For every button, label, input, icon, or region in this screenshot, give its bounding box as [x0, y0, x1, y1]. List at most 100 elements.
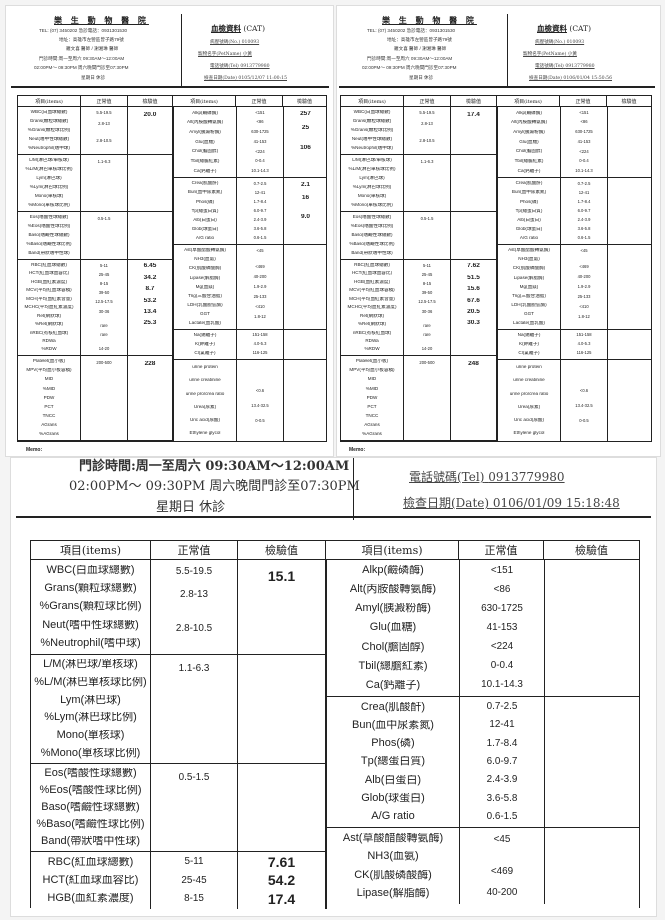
item-name: Chol(膽固醇): [361, 641, 425, 653]
result-column: [284, 245, 327, 329]
item-name: Baso(嗜鹼性球總數): [28, 233, 70, 238]
item-name: MCV(平均紅血球容積): [349, 288, 395, 293]
item-name: RBC(紅血球總數): [31, 262, 67, 267]
normal-range: 0-0.4: [490, 661, 514, 672]
item-name: %Lym(淋巴球比例): [29, 185, 69, 190]
normal-range: 14-20: [98, 347, 110, 352]
item-name: Phos(磷): [519, 199, 539, 204]
normal-range-column: 0.7-2.5 12-41 1.7-8.4 6.0-9.7 2.4-3.9 3.6-5.8…: [561, 178, 608, 244]
test-group: WBC(白血球總數) Grans(顆粒球總數) %Grans(顆粒球比例) Neut(…: [341, 107, 497, 155]
normal-range: 3.6-5.8: [253, 227, 267, 232]
normal-range: 1.9-2.9: [253, 284, 267, 289]
normal-range-column: 200-500: [404, 356, 451, 440]
result-column: [451, 212, 497, 259]
tel-number: 電話號碼(Tel) 0913779980: [535, 63, 595, 69]
item-name: Grans(顆粒球總數): [29, 119, 69, 124]
date-value: 0105/12/07 11:00:15: [238, 76, 287, 81]
column-header: 項目(items): [326, 541, 459, 559]
normal-range-column: 1.1-6.3: [404, 155, 451, 211]
normal-range-column: <45 <469 40-200 1.9-2.9 25-133 <410 1.8-12: [237, 245, 284, 329]
record-no: 病歷號碼(No.) 010093: [535, 39, 584, 45]
normal-range: 41-153: [253, 139, 267, 144]
item-name: PDW: [43, 395, 55, 400]
tel-value: 0913779980: [240, 64, 270, 69]
item-name: AGrans: [41, 423, 57, 428]
normal-range-column: 5.5-19.5 2.8-13 2.8-10.5: [404, 107, 451, 154]
item-column: Na(鈉離子) K(鉀離子) Cl(氯離子): [498, 330, 561, 359]
memo-label: Memo:: [349, 447, 366, 453]
item-name: Tp(總蛋白質): [515, 208, 543, 213]
normal-range: 39-50: [98, 291, 110, 296]
result-value: 106: [300, 145, 311, 152]
item-name: Eos(嗜酸性球總數): [44, 768, 137, 779]
normal-range: 5-11: [184, 857, 204, 868]
item-column: RBC(紅血球總數) HCT(紅血球血容比) HGB(血紅素濃度) MCV(平均紅血球…: [18, 260, 81, 355]
item-name: %Grans(顆粒球比例): [27, 128, 71, 133]
item-name: %L/M(淋巴單核球比例): [34, 676, 147, 688]
item-name: Crea(肌酸酐): [191, 181, 219, 186]
result-value: 53.2: [143, 297, 157, 304]
item-name: %MID: [365, 386, 379, 391]
normal-range-column: <45 <469 40-200 1.9-2.9 25-133 <410 1.8-12: [561, 245, 608, 329]
table-body: WBC(白血球總數) Grans(顆粒球總數) %Grans(顆粒球比例) Neut(…: [18, 107, 327, 442]
item-name: Platelet(血小板): [355, 359, 389, 364]
result-value: 67.6: [467, 297, 480, 304]
column-header: 檢驗值: [238, 541, 326, 559]
clinic-hours-morning: 門診時間:周一至周六 09:30AM～12:00AM: [79, 459, 350, 474]
item-name: A/G ratio: [371, 811, 415, 823]
item-column: L/M(淋巴球/單核球) %L/M(淋巴單核球比例) Lym(淋巴球) %Lym(淋巴…: [341, 155, 404, 211]
normal-range: 0.7-2.5: [486, 702, 518, 713]
pet-name-label: 寵物名字(PetName): [523, 52, 567, 57]
normal-range: 630-1725: [575, 130, 593, 135]
table-header: 項目(items) 正常值 檢驗值 項目(items) 正常值 檢驗值: [31, 541, 639, 560]
item-name: HGB(血紅素濃度): [31, 279, 67, 284]
test-group: L/M(淋巴球/單核球) %L/M(淋巴單核球比例) Lym(淋巴球) %Lym(淋巴…: [18, 155, 173, 212]
result-value: 34.2: [143, 274, 157, 281]
tel-value: 0913779980: [488, 470, 565, 484]
normal-range-column: 5-11 25-45 8-15: [151, 852, 238, 909]
item-name: MCH(平均血紅素含量): [349, 296, 395, 301]
item-name: Neut(嗜中性球總數): [28, 137, 70, 142]
normal-range: 8-15: [184, 893, 204, 904]
normal-range: 10.1-14.3: [251, 169, 269, 173]
item-name: Neut(嗜中性球總數): [351, 137, 393, 142]
item-name: PCT: [367, 404, 377, 409]
date-label: 檢查日期(Date): [204, 76, 237, 81]
normal-range-column: 151-158 4.0-5.3 116-125: [237, 330, 284, 359]
result-column: [128, 212, 173, 259]
normal-range: 39-50: [421, 291, 433, 296]
result-column: 15.1: [238, 560, 326, 654]
result-value: 7.62: [467, 263, 480, 270]
normal-range: 12-41: [489, 720, 515, 731]
normal-range-column: <0.6 13.4-32.5 0-0.5: [561, 360, 608, 441]
item-name: %Baso(嗜鹼性球比例): [26, 242, 72, 247]
item-column: Ast(草酸醋酸轉氨酶) NH3(血氨) CK(肌酸磷酸酶) Lipase(解脂酶): [327, 828, 460, 904]
item-name: Lipase(解脂酶): [356, 888, 430, 900]
record-no-label: 病歷號碼(No.): [535, 40, 566, 45]
item-name: RBC(紅血球總數): [354, 262, 390, 267]
item-name: Ca(鈣離子): [365, 679, 421, 691]
normal-range: <469: [579, 264, 589, 269]
column-header: 檢驗值: [296, 98, 312, 105]
item-name: LDH(乳酸脫氫酶): [187, 302, 223, 307]
normal-range: 0-0.5: [579, 419, 589, 424]
item-name: Ret(網狀球): [360, 313, 384, 318]
normal-range: 0.6-1.5: [486, 811, 518, 822]
item-name: MCV(平均紅血球容積): [26, 288, 72, 293]
normal-range: <410: [255, 304, 265, 309]
item-column: Eos(嗜酸性球總數) %Eos(嗜酸性球比例) Baso(嗜鹼性球總數) %Baso…: [31, 764, 151, 851]
item-name: Tp(總蛋白質): [360, 756, 426, 768]
test-group: Na(鈉離子) K(鉀離子) Cl(氯離子) 151-158 4.0-5.3 116-12…: [174, 330, 327, 360]
item-column: urine protein urine creatinine urine pro/c…: [174, 360, 237, 441]
normal-range: <151: [579, 110, 589, 115]
result-column: 7.62 51.5 15.6 67.6 20.5 30.3: [451, 260, 497, 355]
clinic-hours-evening: 02:00PM～ 09:30PM 周六晚間門診至07:30PM: [362, 65, 457, 70]
item-name: %Eos(嗜酸性球比例): [39, 785, 142, 796]
item-name: TNCC: [365, 413, 379, 418]
normal-range: <151: [255, 110, 265, 115]
item-name: Mono(單核球): [357, 194, 387, 199]
normal-range-column: 1.1-6.3: [81, 155, 128, 211]
result-column: [608, 360, 652, 441]
item-name: Bun(血中尿素氮): [352, 719, 434, 731]
normal-range: 2.4-3.9: [577, 218, 591, 223]
